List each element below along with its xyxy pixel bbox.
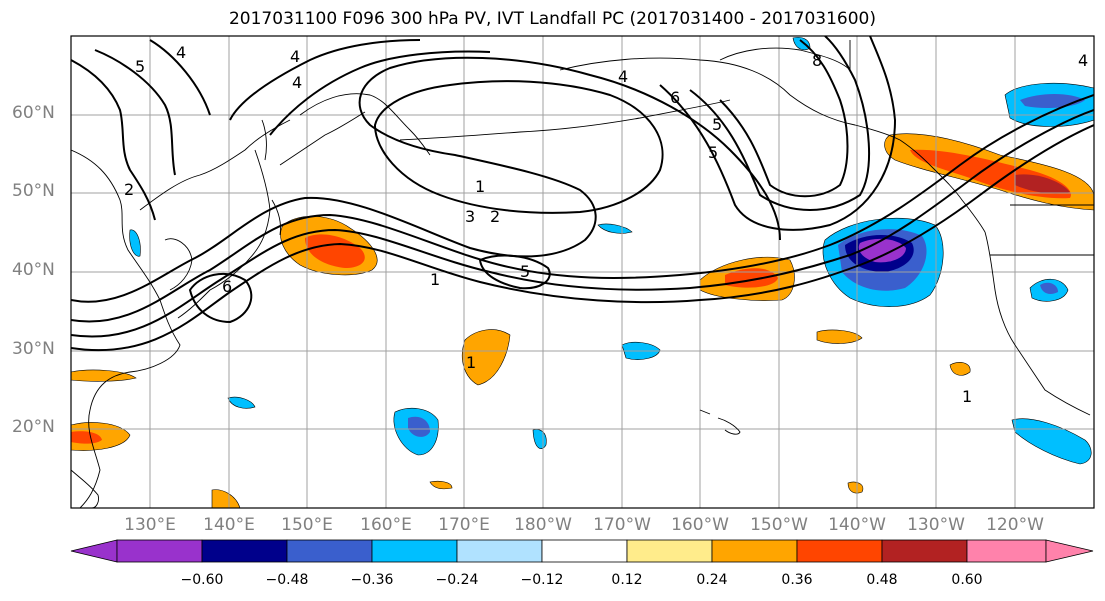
contour-label: 1 (466, 353, 476, 372)
colorbar-tick-label: 0.12 (611, 572, 643, 588)
contour-label: 3 (465, 207, 475, 226)
ivt-shading (71, 37, 1094, 508)
contour-label: 1 (962, 387, 972, 406)
contour-label: 8 (812, 51, 822, 70)
colorbar-tick-label: −0.36 (350, 572, 394, 588)
lon-label: 140°E (203, 515, 255, 535)
map-title: 2017031100 F096 300 hPa PV, IVT Landfall… (228, 9, 876, 29)
colorbar-tick-label: 0.48 (866, 572, 898, 588)
colorbar-tick-label: 0.24 (696, 572, 728, 588)
lat-label: 20°N (12, 417, 55, 437)
contour-label: 5 (520, 262, 530, 281)
lon-label: 170°E (438, 515, 490, 535)
contour-labels: 5 4 4 4 2 6 1 1 3 2 5 1 6 5 5 8 4 4 1 (124, 43, 1088, 406)
colorbar-tick-label: 0.60 (951, 572, 983, 588)
contour-label: 5 (712, 115, 722, 134)
contour-label: 4 (292, 73, 302, 92)
contour-label: 5 (135, 57, 145, 76)
coastlines (71, 40, 1094, 508)
colorbar-tick-label: −0.48 (265, 572, 309, 588)
colorbar-extend-low (70, 539, 118, 563)
colorbar-swatch (116, 539, 203, 563)
colorbar (70, 539, 1094, 563)
lat-label: 40°N (12, 260, 55, 280)
lon-label: 150°E (281, 515, 333, 535)
lon-label: 120°W (986, 515, 1044, 535)
contour-label: 2 (124, 180, 134, 199)
colorbar-swatch (796, 539, 883, 563)
lon-label: 140°W (828, 515, 886, 535)
colorbar-swatch (881, 539, 968, 563)
graticule (71, 36, 1094, 508)
colorbar-swatch (286, 539, 373, 563)
contour-label: 6 (670, 88, 680, 107)
lat-label: 30°N (12, 339, 55, 359)
lon-label: 130°W (907, 515, 965, 535)
lon-label: 160°E (360, 515, 412, 535)
contour-label: 1 (475, 177, 485, 196)
colorbar-swatch (966, 539, 1047, 563)
colorbar-swatch (541, 539, 628, 563)
colorbar-swatch (201, 539, 288, 563)
map-plot-area: 5 4 4 4 2 6 1 1 3 2 5 1 6 5 5 8 4 4 1 (71, 36, 1094, 508)
contour-label: 2 (490, 207, 500, 226)
lon-label: 170°W (593, 515, 651, 535)
colorbar-tick-label: −0.24 (435, 572, 479, 588)
contour-label: 4 (618, 67, 628, 86)
colorbar-tick-label: 0.36 (781, 572, 813, 588)
contour-label: 6 (222, 277, 232, 296)
colorbar-swatch (626, 539, 713, 563)
map-frame (70, 35, 1095, 509)
contour-label: 4 (1078, 51, 1088, 70)
contour-label: 4 (176, 43, 186, 62)
colorbar-swatch (371, 539, 458, 563)
lat-label: 50°N (12, 181, 55, 201)
contour-label: 4 (290, 47, 300, 66)
colorbar-extend-high (1045, 539, 1094, 563)
lon-label: 150°W (750, 515, 808, 535)
contour-label: 1 (430, 270, 440, 289)
lon-label: 160°W (671, 515, 729, 535)
colorbar-tick-label: −0.60 (180, 572, 224, 588)
colorbar-swatch (456, 539, 543, 563)
colorbar-swatch (711, 539, 798, 563)
contour-label: 5 (708, 143, 718, 162)
lat-label: 60°N (12, 103, 55, 123)
lon-label: 130°E (124, 515, 176, 535)
pv-contours (71, 36, 1094, 352)
colorbar-tick-label: −0.12 (520, 572, 564, 588)
lon-label: 180°W (514, 515, 572, 535)
